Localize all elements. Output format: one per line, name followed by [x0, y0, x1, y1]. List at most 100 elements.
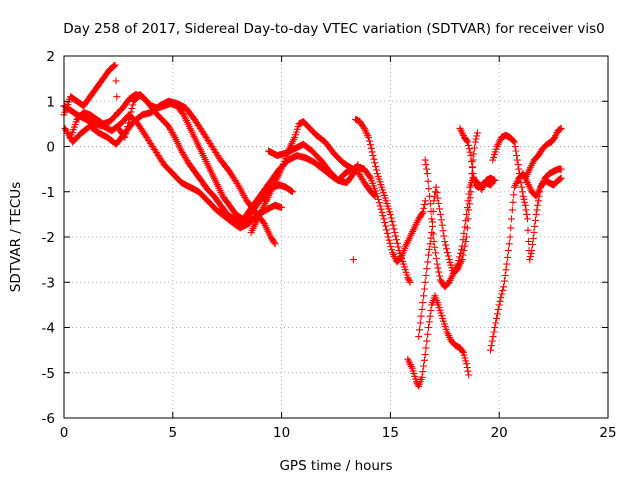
data-point — [388, 218, 396, 226]
data-point — [437, 216, 445, 224]
data-point — [419, 368, 427, 376]
data-point — [463, 364, 471, 371]
data-point — [422, 161, 430, 169]
data-point — [463, 233, 471, 241]
series-track-h — [352, 115, 414, 286]
data-point — [415, 333, 423, 341]
data-point — [527, 250, 535, 258]
data-point — [463, 360, 471, 368]
data-point — [518, 183, 526, 191]
data-point — [354, 161, 362, 169]
data-point — [438, 221, 446, 229]
data-point — [487, 342, 495, 350]
data-point — [383, 229, 391, 237]
y-tick-label: -5 — [42, 366, 55, 382]
data-point — [424, 330, 432, 338]
data-point — [511, 143, 519, 150]
data-point — [393, 239, 401, 247]
data-point — [418, 305, 426, 313]
data-point — [370, 191, 378, 199]
data-point — [500, 277, 508, 285]
data-point — [529, 235, 537, 242]
data-point — [464, 138, 472, 146]
data-point — [426, 240, 434, 248]
data-point — [425, 251, 432, 259]
data-point — [463, 210, 471, 218]
data-point — [552, 132, 559, 140]
data-point — [433, 260, 441, 268]
data-point — [439, 227, 447, 235]
data-point — [468, 164, 476, 172]
data-point — [521, 201, 529, 209]
data-point — [471, 138, 479, 146]
data-point — [270, 238, 278, 246]
data-point — [494, 310, 501, 318]
data-point — [526, 253, 534, 261]
data-point — [530, 229, 538, 236]
y-tick-label: -3 — [42, 275, 55, 291]
data-point — [421, 156, 429, 164]
data-point — [471, 144, 478, 152]
data-point — [429, 222, 436, 230]
data-point — [489, 333, 497, 341]
data-point — [128, 105, 136, 112]
data-point — [431, 188, 439, 196]
data-point — [423, 165, 431, 173]
data-point — [421, 278, 429, 286]
data-point — [441, 238, 449, 245]
data-point — [422, 344, 430, 352]
data-point — [372, 162, 380, 170]
data-point — [367, 144, 375, 152]
data-point — [383, 226, 390, 234]
data-point — [369, 152, 377, 160]
data-point — [517, 179, 525, 187]
data-point — [534, 201, 542, 209]
data-point — [468, 179, 475, 187]
data-point — [490, 176, 498, 184]
data-point — [391, 229, 399, 236]
data-point — [422, 272, 430, 279]
data-point — [375, 199, 383, 207]
data-point — [466, 148, 474, 156]
data-point — [443, 248, 451, 256]
data-point — [425, 185, 433, 193]
data-point — [366, 141, 374, 149]
data-point — [112, 77, 120, 85]
x-tick-label: 15 — [382, 425, 399, 441]
series-track-k — [421, 129, 481, 291]
data-point — [421, 201, 428, 209]
data-point — [472, 135, 480, 143]
data-point — [426, 312, 434, 320]
data-point — [552, 130, 560, 138]
data-point — [504, 253, 512, 261]
grid-lines — [64, 56, 608, 418]
data-point — [427, 207, 435, 215]
data-point — [443, 245, 450, 253]
data-point — [113, 93, 121, 101]
data-point — [430, 197, 438, 205]
data-point — [521, 198, 529, 206]
data-point — [524, 226, 532, 234]
data-point — [424, 258, 432, 266]
data-point — [404, 274, 412, 282]
x-tick-label: 10 — [273, 425, 290, 441]
data-point — [557, 124, 565, 132]
data-point — [507, 224, 515, 232]
x-tick-label: 25 — [599, 425, 616, 441]
data-point — [525, 238, 533, 245]
data-point — [420, 362, 428, 370]
series-track-n — [521, 124, 565, 182]
data-point — [473, 132, 481, 140]
series-track-i — [404, 292, 473, 390]
data-point — [432, 249, 440, 257]
data-point — [429, 230, 437, 238]
data-point — [556, 175, 564, 183]
data-point — [111, 61, 119, 69]
data-point — [425, 318, 433, 326]
series-track-o — [456, 124, 498, 191]
data-point — [465, 145, 473, 153]
data-point — [420, 204, 428, 212]
data-point — [442, 241, 450, 249]
data-point — [526, 256, 534, 264]
